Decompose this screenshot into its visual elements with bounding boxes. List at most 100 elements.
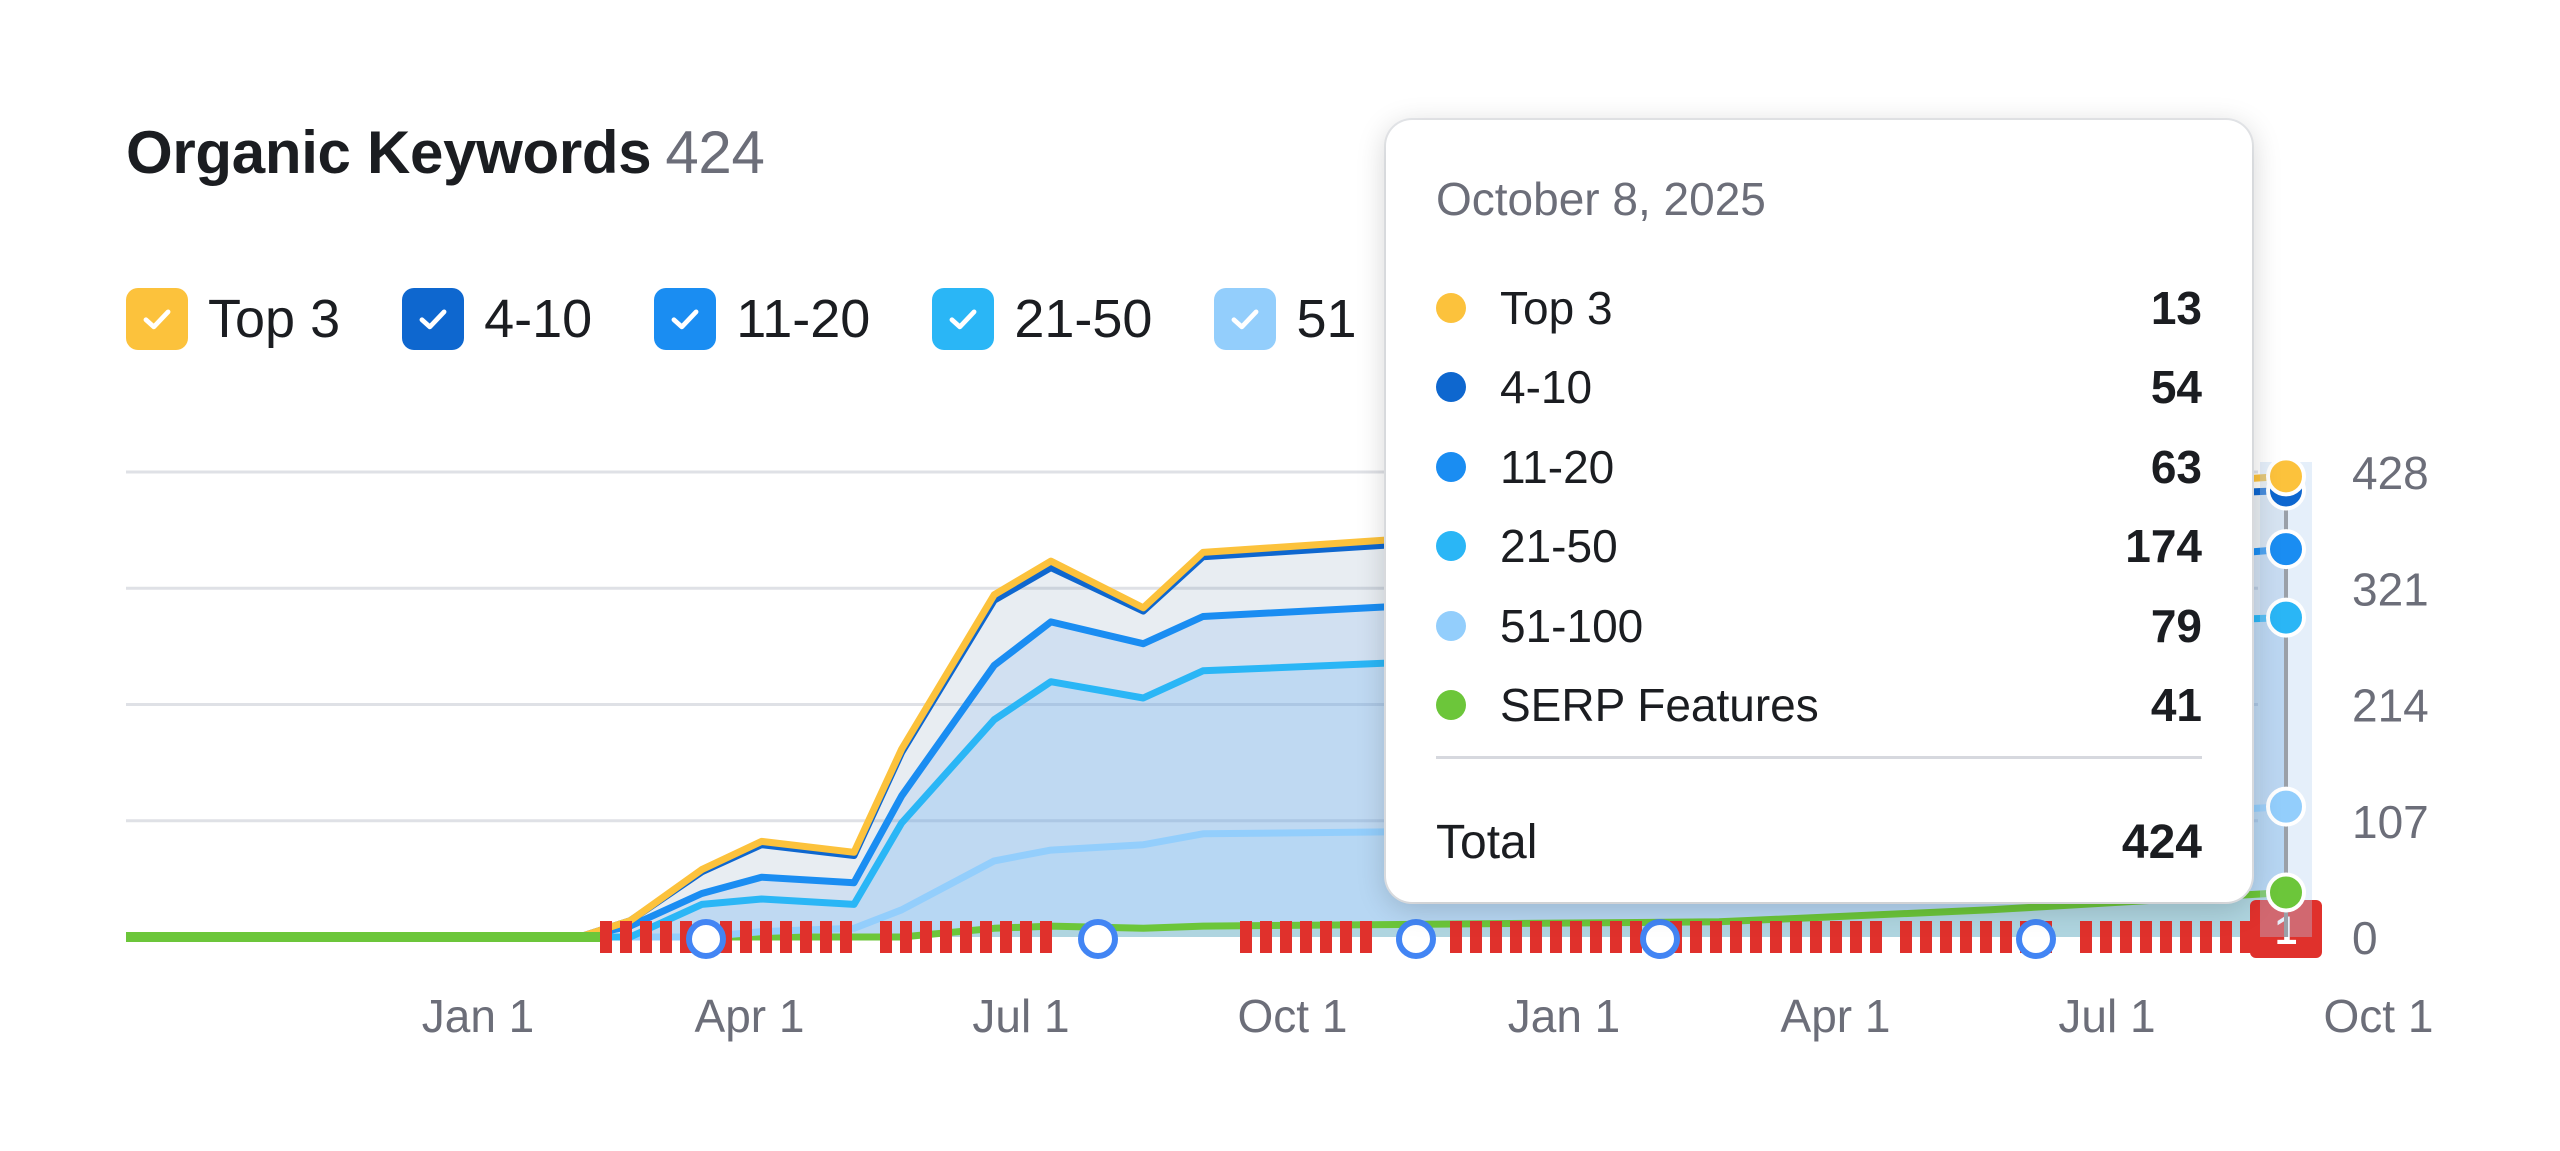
update-flag[interactable] xyxy=(1360,921,1372,953)
update-flag[interactable] xyxy=(1710,921,1722,953)
checkbox-checked-icon[interactable] xyxy=(1214,288,1277,350)
update-flag[interactable] xyxy=(1610,921,1622,953)
legend-item-top-3[interactable]: Top 3 xyxy=(126,288,340,350)
google-update-icon[interactable] xyxy=(686,919,726,959)
google-update-icon[interactable] xyxy=(1078,919,1118,959)
hover-point xyxy=(2266,872,2306,913)
x-tick-label: Jul 1 xyxy=(972,990,1069,1042)
hover-point xyxy=(2266,786,2306,827)
update-flag[interactable] xyxy=(840,921,852,953)
update-flag[interactable] xyxy=(880,921,892,953)
hover-point xyxy=(2266,529,2306,570)
hover-point xyxy=(2266,456,2306,497)
update-flag[interactable] xyxy=(800,921,812,953)
update-flag[interactable] xyxy=(2140,921,2152,953)
update-flag[interactable] xyxy=(1450,921,1462,953)
update-flag[interactable] xyxy=(1790,921,1802,953)
update-flag[interactable] xyxy=(2080,921,2092,953)
update-flag[interactable] xyxy=(1470,921,1482,953)
chart-tooltip: October 8, 2025 Top 3 13 4-10 54 11-20 63 2… xyxy=(1386,120,2252,902)
update-flag[interactable] xyxy=(740,921,752,953)
update-flag[interactable] xyxy=(1850,921,1862,953)
update-flag[interactable] xyxy=(1550,921,1562,953)
update-flag[interactable] xyxy=(2220,921,2232,953)
update-flag[interactable] xyxy=(1590,921,1602,953)
update-flag[interactable] xyxy=(1490,921,1502,953)
tooltip-row-21-50: 21-50 174 xyxy=(1436,507,2202,587)
update-flag[interactable] xyxy=(2000,921,2012,953)
keyword-count: 424 xyxy=(665,119,765,186)
series-dot-icon xyxy=(1436,451,1466,482)
update-flag[interactable] xyxy=(1340,921,1352,953)
update-flag[interactable] xyxy=(2200,921,2212,953)
update-flag[interactable] xyxy=(2160,921,2172,953)
checkbox-checked-icon[interactable] xyxy=(402,288,465,350)
legend-item-21-50[interactable]: 21-50 xyxy=(932,288,1152,350)
google-update-icon[interactable] xyxy=(2016,919,2056,959)
update-flag[interactable] xyxy=(960,921,972,953)
update-flag[interactable] xyxy=(640,921,652,953)
x-tick-label: Apr 1 xyxy=(695,990,805,1042)
tooltip-row-value: 79 xyxy=(2150,599,2202,652)
update-flag[interactable] xyxy=(920,921,932,953)
tooltip-row-label: 4-10 xyxy=(1500,361,1593,414)
checkbox-checked-icon[interactable] xyxy=(126,288,188,350)
x-tick-label: Jan 1 xyxy=(1508,990,1621,1042)
tooltip-divider xyxy=(1436,756,2202,759)
update-flag[interactable] xyxy=(1320,921,1332,953)
x-tick-label: Oct 1 xyxy=(2324,990,2434,1042)
google-update-icon[interactable] xyxy=(1396,919,1436,959)
legend-item-51-100[interactable]: 51 xyxy=(1214,288,1357,350)
update-flag[interactable] xyxy=(1240,921,1252,953)
update-flag[interactable] xyxy=(2100,921,2112,953)
update-flag[interactable] xyxy=(980,921,992,953)
update-flag[interactable] xyxy=(1730,921,1742,953)
update-flag[interactable] xyxy=(1040,921,1052,953)
update-flag[interactable] xyxy=(1960,921,1972,953)
update-flag[interactable] xyxy=(2120,921,2132,953)
update-flag[interactable] xyxy=(2180,921,2192,953)
update-flag[interactable] xyxy=(820,921,832,953)
chart-title: Organic Keywords 424 xyxy=(126,118,765,187)
update-flag[interactable] xyxy=(2240,921,2252,953)
update-flag[interactable] xyxy=(760,921,772,953)
update-flag[interactable] xyxy=(620,921,632,953)
update-flag[interactable] xyxy=(1940,921,1952,953)
update-flag[interactable] xyxy=(940,921,952,953)
tooltip-row-label: SERP Features xyxy=(1500,679,1819,732)
tooltip-row-value: 54 xyxy=(2150,361,2202,414)
update-flag[interactable] xyxy=(1690,921,1702,953)
update-flag[interactable] xyxy=(600,921,612,953)
update-flag[interactable] xyxy=(1530,921,1542,953)
update-flag[interactable] xyxy=(1260,921,1272,953)
update-flag[interactable] xyxy=(1510,921,1522,953)
tooltip-total-label: Total xyxy=(1436,815,1538,869)
update-flag[interactable] xyxy=(1980,921,1992,953)
chart-title-text: Organic Keywords xyxy=(126,119,652,186)
checkbox-checked-icon[interactable] xyxy=(932,288,995,350)
update-flag[interactable] xyxy=(1280,921,1292,953)
tooltip-row-4-10: 4-10 54 xyxy=(1436,348,2202,428)
update-flag[interactable] xyxy=(1000,921,1012,953)
legend-label: 11-20 xyxy=(736,289,871,349)
update-flag[interactable] xyxy=(1810,921,1822,953)
update-flag[interactable] xyxy=(1300,921,1312,953)
update-flag[interactable] xyxy=(660,921,672,953)
legend-label: 21-50 xyxy=(1014,289,1153,349)
update-flag[interactable] xyxy=(1920,921,1932,953)
update-flag[interactable] xyxy=(1870,921,1882,953)
update-flag[interactable] xyxy=(780,921,792,953)
update-flag[interactable] xyxy=(1900,921,1912,953)
google-update-icon[interactable] xyxy=(1640,919,1680,959)
checkbox-checked-icon[interactable] xyxy=(654,288,717,350)
legend-label: Top 3 xyxy=(208,289,341,349)
update-flag[interactable] xyxy=(1750,921,1762,953)
update-flag[interactable] xyxy=(1630,921,1642,953)
legend-item-4-10[interactable]: 4-10 xyxy=(402,288,592,350)
update-flag[interactable] xyxy=(900,921,912,953)
legend-item-11-20[interactable]: 11-20 xyxy=(654,288,870,350)
update-flag[interactable] xyxy=(1770,921,1782,953)
update-flag[interactable] xyxy=(1570,921,1582,953)
update-flag[interactable] xyxy=(1020,921,1032,953)
update-flag[interactable] xyxy=(1830,921,1842,953)
